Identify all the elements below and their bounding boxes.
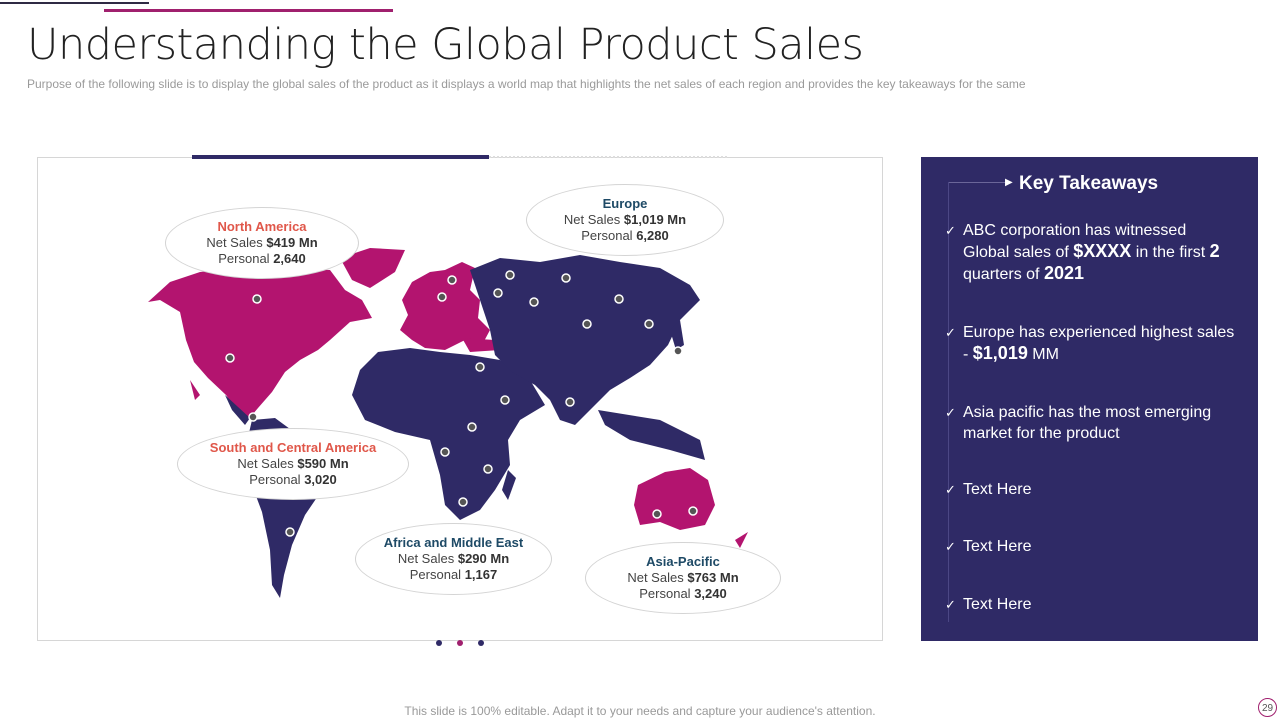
check-icon: ✓	[945, 597, 956, 612]
takeaway-item: ✓ ABC corporation has witnessed Global sa…	[945, 222, 1220, 283]
carousel-dots	[436, 640, 484, 646]
takeaway-item: ✓ Asia pacific has the most emerging mark…	[945, 404, 1212, 442]
africa-middle-east	[352, 348, 545, 520]
callout-south-central-america: South and Central America Net Sales $590…	[177, 428, 409, 500]
page-subtitle: Purpose of the following slide is to dis…	[27, 77, 1026, 91]
map-markers	[225, 270, 698, 537]
callout-asia-pacific: Asia-Pacific Net Sales $763 Mn Personal …	[585, 542, 781, 614]
europe	[400, 262, 500, 352]
takeaway-item: ✓ Europe has experienced highest sales - …	[945, 324, 1235, 363]
asia	[470, 255, 705, 460]
check-icon: ✓	[945, 405, 956, 420]
page-number: 29	[1258, 698, 1277, 717]
takeaway-item: ✓ Text Here	[945, 481, 1032, 498]
top-bar-magenta	[104, 9, 393, 12]
check-icon: ✓	[945, 482, 956, 497]
panel-connector	[948, 182, 1006, 183]
map-accent-bar	[192, 155, 489, 159]
callout-north-america: North America Net Sales $419 Mn Personal…	[165, 207, 359, 279]
takeaway-item: ✓ Text Here	[945, 596, 1032, 613]
callout-europe: Europe Net Sales $1,019 Mn Personal 6,28…	[526, 184, 724, 256]
panel-vline	[948, 182, 949, 622]
page-title: Understanding the Global Product Sales	[27, 20, 864, 70]
key-takeaways-panel: ▶ Key Takeaways ✓ ABC corporation has wit…	[921, 157, 1258, 641]
callout-africa-middle-east: Africa and Middle East Net Sales $290 Mn…	[355, 523, 552, 595]
check-icon: ✓	[945, 223, 956, 238]
check-icon: ✓	[945, 539, 956, 554]
arrow-icon: ▶	[1005, 177, 1013, 188]
takeaways-title: Key Takeaways	[1019, 173, 1159, 194]
north-america	[148, 248, 405, 420]
footer-note: This slide is 100% editable. Adapt it to…	[404, 704, 876, 718]
check-icon: ✓	[945, 325, 956, 340]
takeaway-item: ✓ Text Here	[945, 538, 1032, 555]
top-bar-dark	[0, 2, 149, 4]
map-accent-dotted	[489, 156, 727, 158]
